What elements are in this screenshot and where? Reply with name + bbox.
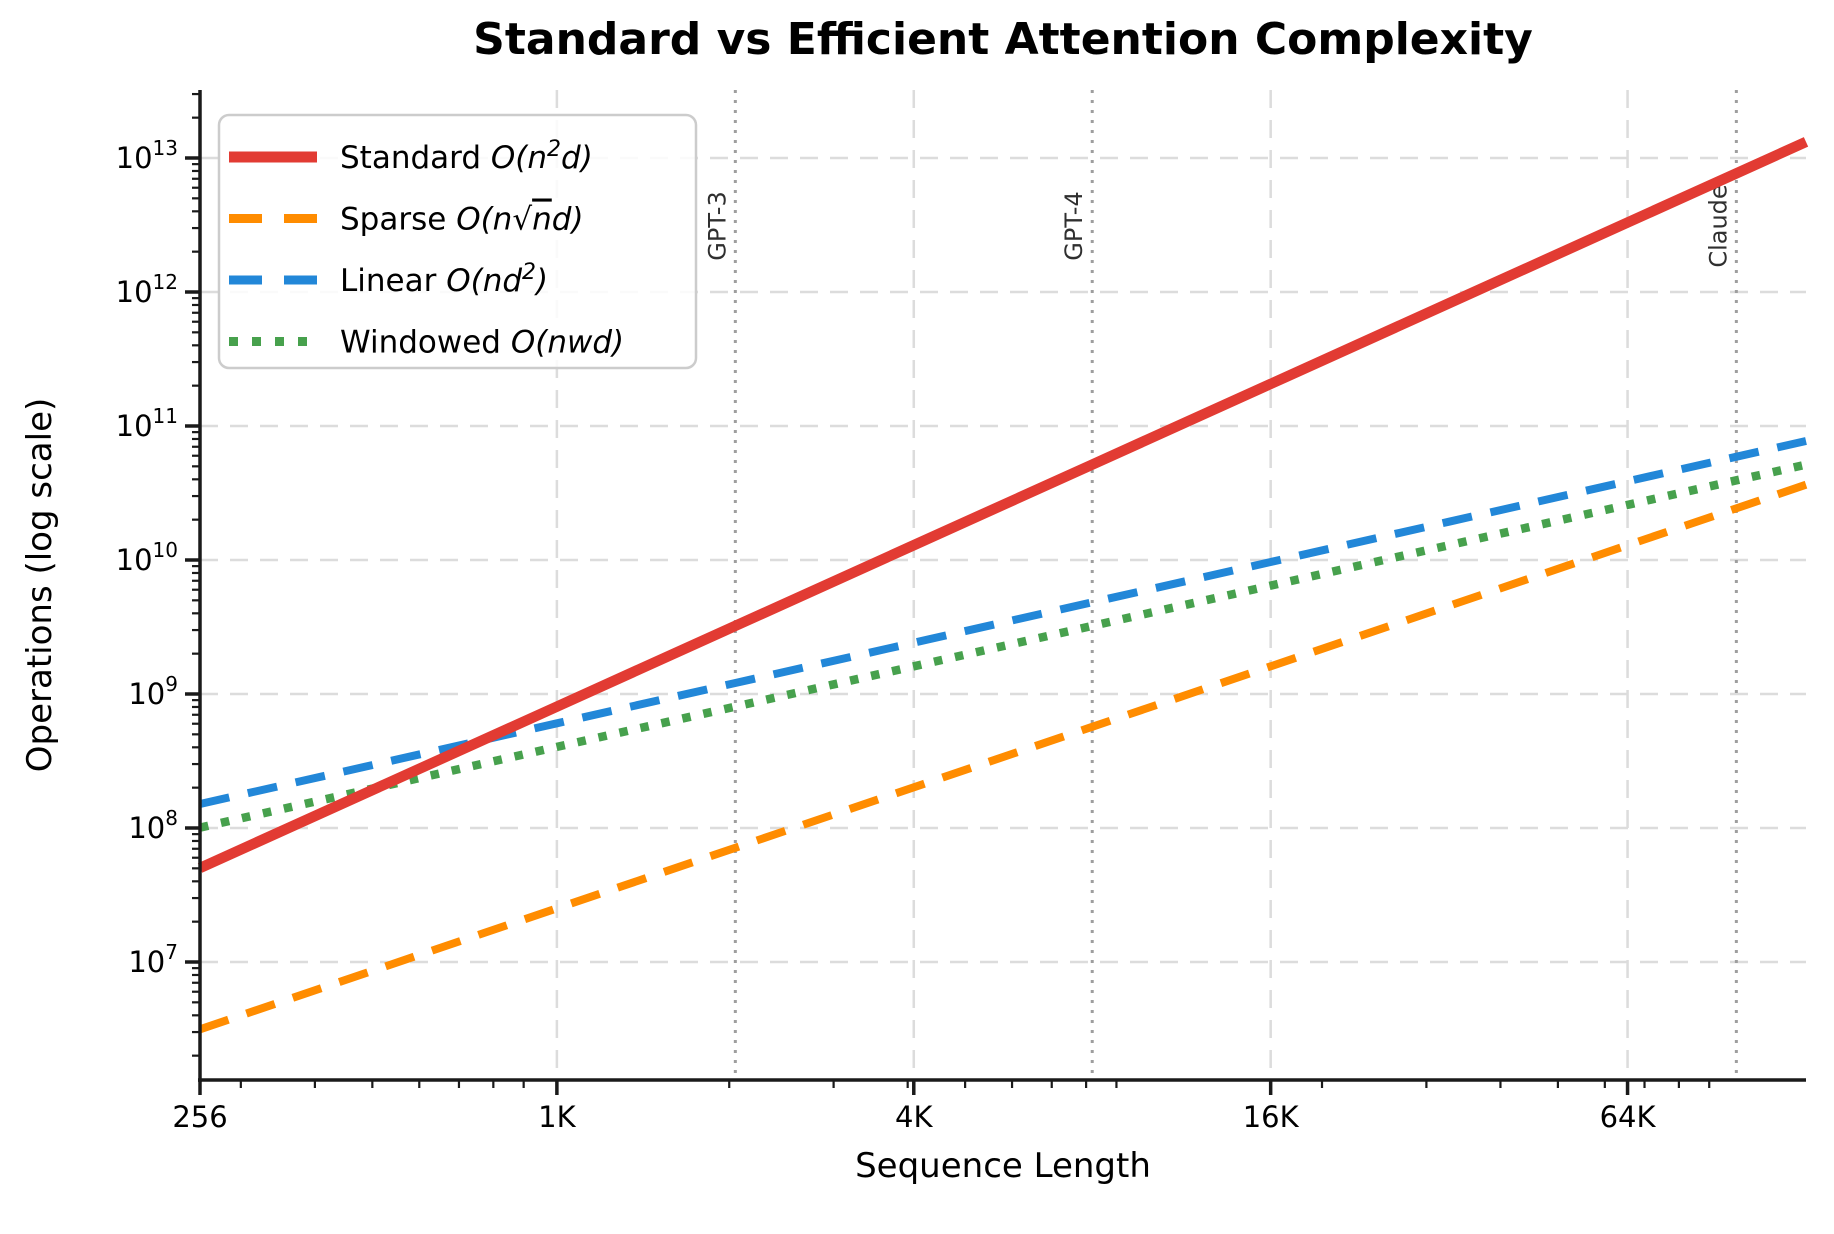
y-tick-label-1e8: 108 [128, 806, 178, 845]
x-tick-label-256: 256 [172, 1100, 227, 1134]
y-tick-label-1e10: 1010 [116, 538, 178, 577]
series-lines [197, 137, 1809, 1034]
legend-box [217, 113, 698, 370]
claude-context-label: Claude [1704, 184, 1732, 267]
x-tick-label-64K: 64K [1600, 1100, 1657, 1134]
x-axis-title: Sequence Length [855, 1146, 1151, 1186]
x-tick-label-16K: 16K [1243, 1100, 1300, 1134]
y-tick-label-1e13: 1013 [116, 136, 178, 175]
context-length-annotations: GPT-3 GPT-4 Claude [703, 90, 1738, 1080]
gpt-4-context-label: GPT-4 [1060, 191, 1088, 260]
y-tick-label-1e11: 1011 [116, 404, 178, 443]
axes [185, 90, 1806, 1095]
y-tick-label-1e12: 1012 [116, 270, 178, 309]
legend: Standard O(n2​d)Sparse O(n√nd)Linear O(n… [217, 113, 698, 370]
legend-label-sparse: Sparse O(n√nd) [340, 202, 584, 238]
series-linear-line [199, 437, 1807, 808]
x-tick-label-1K: 1K [538, 1100, 576, 1134]
legend-label-windowed: Windowed O(nwd) [340, 325, 624, 361]
gpt-3-context-label: GPT-3 [703, 191, 731, 260]
series-sparse-line [198, 480, 1808, 1034]
y-tick-label-1e7: 107 [128, 940, 178, 979]
series-windowed-line [199, 460, 1807, 832]
chart-title: Standard vs Efficient Attention Complexi… [473, 14, 1533, 65]
x-tick-label-4K: 4K [895, 1100, 933, 1134]
y-tick-label-1e9: 109 [128, 672, 178, 711]
series-standard-line [197, 137, 1809, 873]
legend-label-linear: Linear O(nd2​) [340, 260, 548, 299]
y-axis-title: Operations (log scale) [20, 397, 60, 773]
